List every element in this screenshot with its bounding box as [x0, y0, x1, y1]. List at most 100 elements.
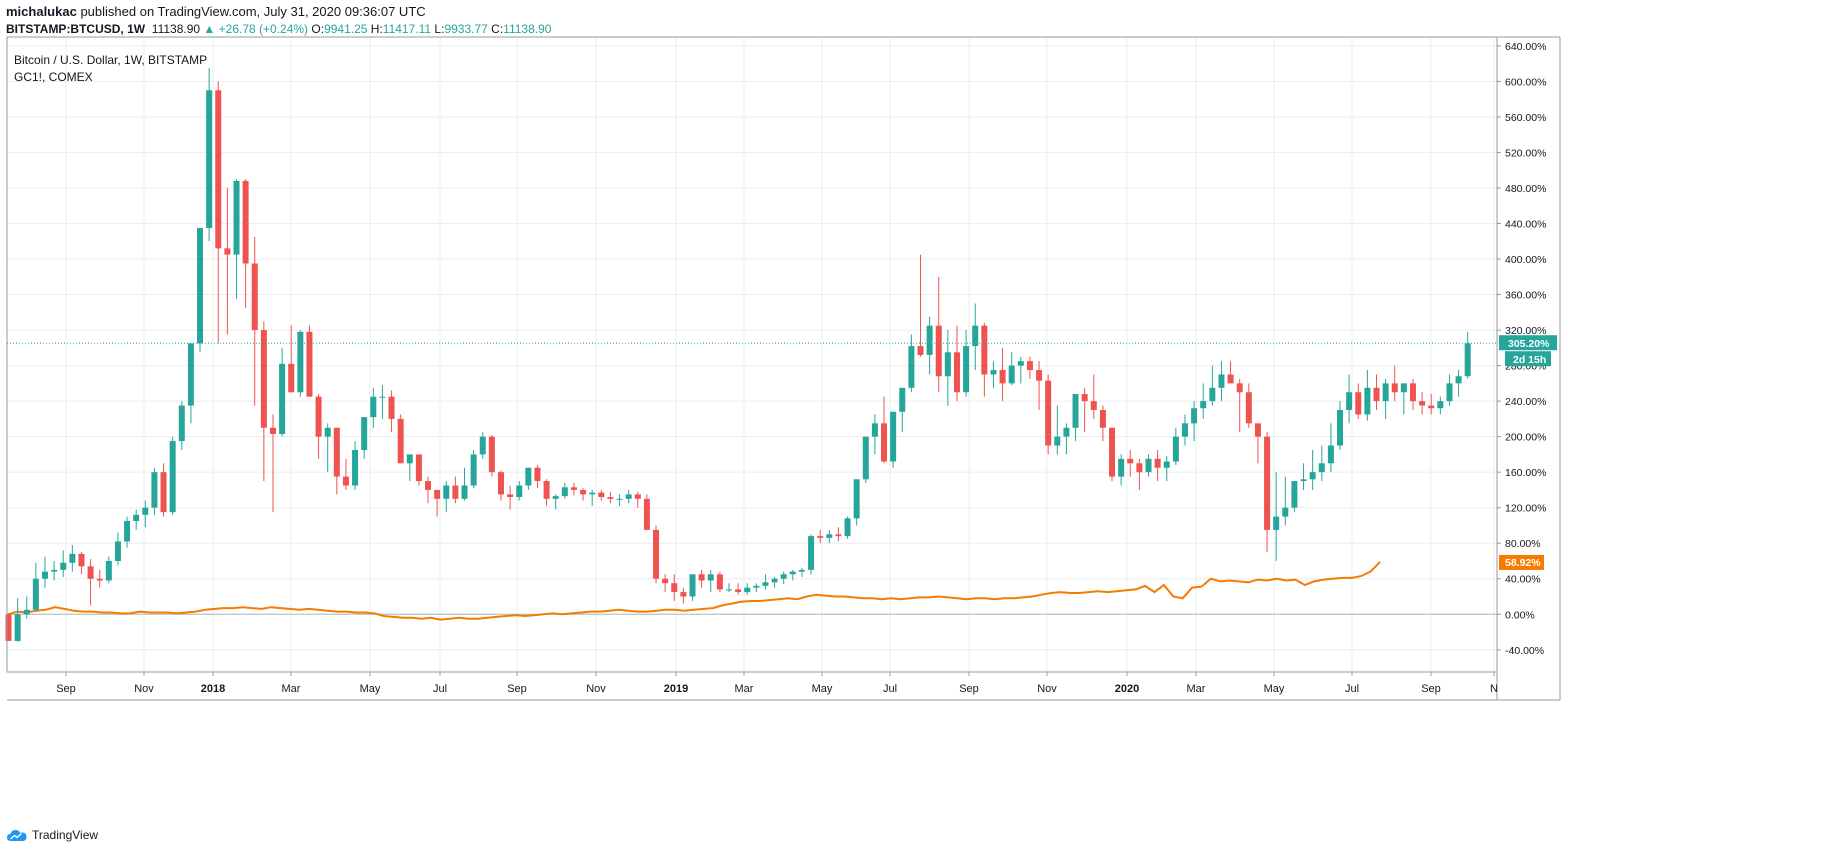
last-price: 11138.90: [151, 22, 201, 36]
candle-body: [425, 481, 432, 490]
candle-body: [944, 352, 951, 377]
y-tick-label: 160.00%: [1505, 467, 1546, 479]
y-tick-label: 0.00%: [1505, 609, 1535, 621]
y-tick-label: 80.00%: [1505, 538, 1541, 550]
symbol-label: BITSTAMP:BTCUSD, 1W: [6, 22, 146, 36]
candle-body: [260, 330, 267, 428]
candle-body: [251, 263, 258, 331]
candle-body: [607, 497, 614, 499]
candle-body: [361, 417, 368, 450]
candle-body: [1008, 365, 1015, 384]
candle-body: [953, 352, 960, 393]
candle-body: [680, 592, 687, 597]
candle-body: [662, 578, 669, 584]
current-value-badge: [1499, 335, 1557, 351]
candle-body: [160, 472, 167, 513]
x-tick-label: May: [812, 683, 833, 695]
y-tick-label: 240.00%: [1505, 396, 1546, 408]
candle-body: [516, 485, 523, 498]
candle-body: [1127, 458, 1134, 464]
x-tick-label: Sep: [507, 683, 527, 695]
y-tick-label: 640.00%: [1505, 41, 1546, 53]
candle-body: [1099, 410, 1106, 428]
candle-body: [826, 534, 833, 538]
candle-body: [598, 492, 605, 498]
y-tick-label: 440.00%: [1505, 219, 1546, 231]
candle-body: [534, 467, 541, 482]
candle-body: [5, 614, 12, 641]
y-tick-label: -40.00%: [1505, 645, 1544, 657]
open-label: O:: [311, 22, 325, 36]
candle-body: [689, 574, 696, 597]
x-tick-label: Mar: [1187, 683, 1206, 695]
candle-body: [853, 479, 860, 519]
candle-body: [1428, 405, 1435, 409]
candle-body: [187, 343, 194, 406]
candle-body: [1327, 445, 1334, 464]
grid: [7, 37, 1497, 672]
candle-body: [342, 476, 349, 486]
x-tick-label: 2019: [664, 683, 688, 695]
tradingview-cloud-icon: [7, 830, 27, 841]
candle-body: [789, 571, 796, 575]
candle-body: [1273, 516, 1280, 530]
plot-frame: [6, 36, 1561, 701]
candle-body: [707, 574, 714, 581]
x-tick-label: 2018: [201, 683, 225, 695]
candle-body: [1364, 387, 1371, 415]
candle-body: [114, 541, 121, 561]
close-label: C:: [491, 22, 504, 36]
candle-body: [1026, 361, 1033, 371]
x-tick-label: May: [360, 683, 381, 695]
x-tick-label: Jul: [433, 683, 447, 695]
candle-body: [1172, 436, 1179, 462]
candle-body: [543, 481, 550, 499]
candle-body: [279, 363, 286, 434]
candle-body: [497, 472, 504, 495]
candle-body: [1464, 343, 1471, 377]
candle-body: [169, 441, 176, 513]
candle-body: [862, 436, 869, 480]
candle-body: [215, 90, 222, 249]
candle-body: [1090, 401, 1097, 411]
candle-body: [288, 363, 295, 393]
candle-body: [443, 485, 450, 499]
candle-body: [352, 449, 359, 486]
candle-body: [333, 427, 340, 477]
candle-body: [1081, 394, 1088, 402]
x-tick-label: Mar: [735, 683, 754, 695]
candle-body: [1446, 383, 1453, 402]
y-tick-label: 120.00%: [1505, 503, 1546, 515]
candle-body: [698, 574, 705, 581]
candle-body: [178, 405, 185, 442]
candle-body: [60, 562, 67, 570]
footer-brand-label: TradingView: [32, 828, 99, 842]
change-arrow-icon: ▲: [203, 22, 216, 36]
candle-body: [379, 396, 386, 398]
candle-body: [771, 578, 778, 583]
y-tick-label: 600.00%: [1505, 76, 1546, 88]
x-tick-label: Sep: [56, 683, 76, 695]
candle-body: [388, 396, 395, 419]
candle-body: [452, 485, 459, 499]
candle-body: [1209, 387, 1216, 402]
high-value: 11417.11: [382, 22, 432, 36]
y-tick-label: 400.00%: [1505, 254, 1546, 266]
x-tick-label: N: [1490, 683, 1498, 695]
candle-body: [735, 589, 742, 593]
candle-body: [808, 536, 815, 570]
x-tick-label: Jul: [883, 683, 897, 695]
candle-body: [835, 534, 842, 537]
candle-body: [1355, 392, 1362, 415]
x-tick-label: Jul: [1345, 683, 1359, 695]
candles: [5, 68, 1471, 642]
candle-body: [981, 325, 988, 375]
x-axis[interactable]: Sep Nov 2018 Mar May Jul Sep Nov 2019 Mar May Jul Se…: [56, 672, 1498, 695]
footer-brand[interactable]: TradingView: [6, 828, 98, 842]
candle-body: [817, 536, 824, 538]
candle-body: [625, 494, 632, 499]
candle-body: [1227, 374, 1234, 384]
author-name[interactable]: michalukac: [6, 4, 77, 19]
candle-body: [151, 472, 158, 508]
